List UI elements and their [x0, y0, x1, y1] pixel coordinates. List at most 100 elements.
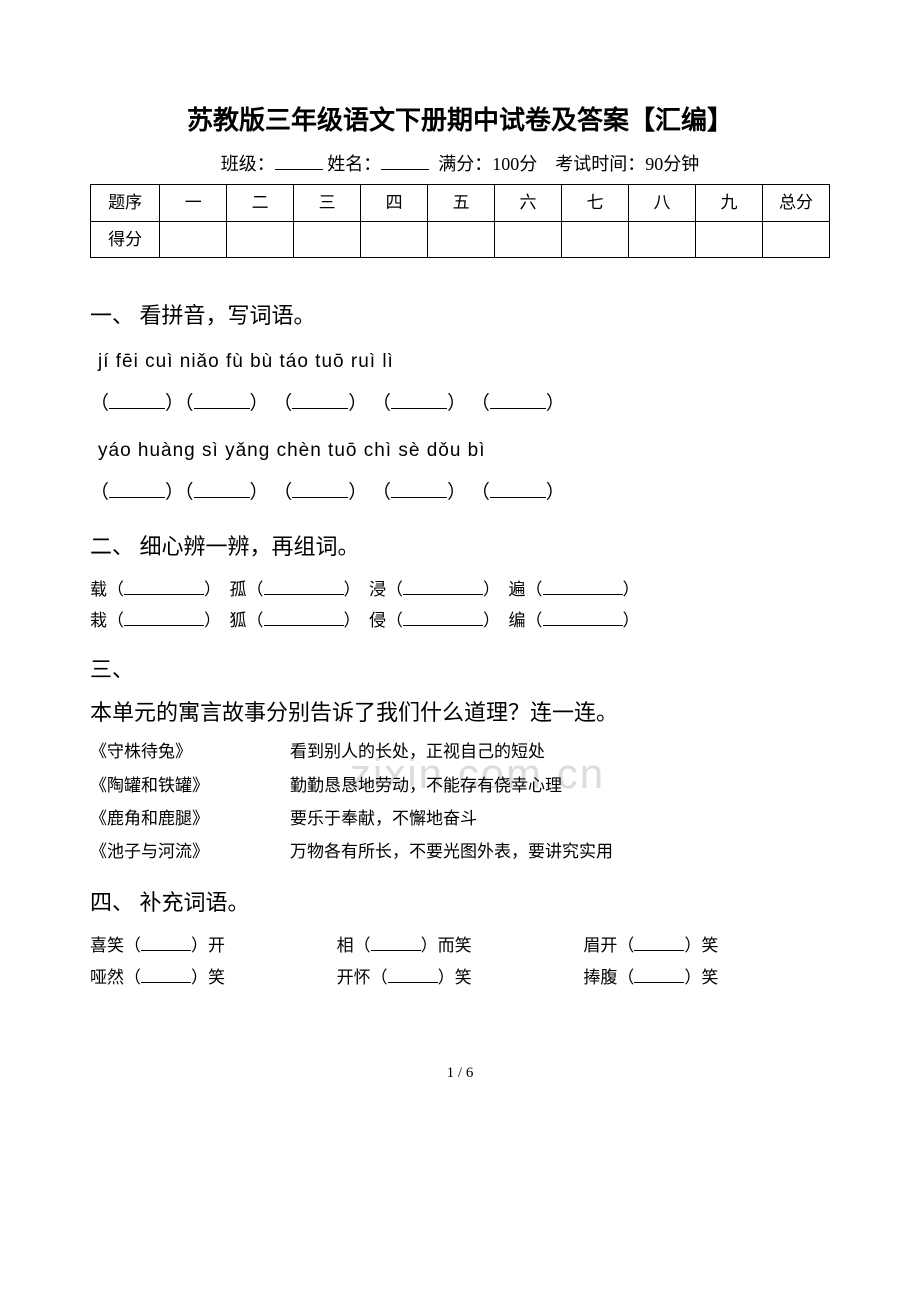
answer-blank[interactable] — [371, 935, 421, 951]
s4-pre: 眉开（ — [583, 936, 634, 955]
s4-pre: 捧腹（ — [583, 968, 634, 987]
answer-blank[interactable] — [124, 610, 204, 626]
s2-char: 编（ — [509, 611, 543, 630]
table-cell[interactable] — [695, 221, 762, 257]
match-left: 《池子与河流》 — [90, 838, 290, 865]
answer-blank[interactable] — [403, 579, 483, 595]
exam-info-line: 班级： 姓名： 满分：100分 考试时间：90分钟 — [90, 150, 830, 179]
s4-post: ）开 — [191, 936, 225, 955]
table-cell[interactable] — [361, 221, 428, 257]
time-label: 考试时间：90分钟 — [555, 154, 699, 174]
s2-row-2: 栽（） 狐（） 侵（） 编（） — [90, 607, 830, 634]
answer-blank[interactable] — [292, 391, 348, 409]
table-cell: 三 — [294, 185, 361, 221]
s2-row-1: 载（） 孤（） 浸（） 遍（） — [90, 576, 830, 603]
table-cell[interactable] — [762, 221, 829, 257]
answer-blank[interactable] — [391, 480, 447, 498]
answer-blank[interactable] — [634, 935, 684, 951]
table-cell[interactable] — [495, 221, 562, 257]
s2-char: 浸（ — [369, 580, 403, 599]
pinyin-row-2: yáo huàng sì yǎng chèn tuō chì sè dǒu bì — [98, 436, 830, 466]
s4-pre: 喜笑（ — [90, 936, 141, 955]
match-left: 《鹿角和鹿腿》 — [90, 805, 290, 832]
full-score-label: 满分：100分 — [438, 154, 537, 174]
match-right: 看到别人的长处，正视自己的短处 — [290, 738, 830, 765]
s2-char: 栽（ — [90, 611, 124, 630]
s2-char: 载（ — [90, 580, 124, 599]
table-cell: 六 — [495, 185, 562, 221]
answer-row-2: （）（） （） （） （） — [90, 478, 830, 508]
page-title: 苏教版三年级语文下册期中试卷及答案【汇编】 — [90, 100, 830, 142]
answer-blank[interactable] — [264, 610, 344, 626]
match-row: 《守株待兔》 看到别人的长处，正视自己的短处 — [90, 738, 830, 765]
answer-blank[interactable] — [490, 480, 546, 498]
answer-row-1: （）（） （） （） （） — [90, 389, 830, 419]
match-left: 《守株待兔》 — [90, 738, 290, 765]
s4-row-1: 喜笑（ ）开 相（ ）而笑 眉开（ ）笑 — [90, 932, 830, 959]
table-cell: 总分 — [762, 185, 829, 221]
table-cell: 七 — [562, 185, 629, 221]
name-label: 姓名： — [327, 154, 381, 174]
s4-post: ）笑 — [438, 968, 472, 987]
s2-char: 孤（ — [230, 580, 264, 599]
s4-pre: 哑然（ — [90, 968, 141, 987]
table-row: 得分 — [91, 221, 830, 257]
s4-post: ）笑 — [684, 968, 718, 987]
answer-blank[interactable] — [194, 391, 250, 409]
score-table: 题序 一 二 三 四 五 六 七 八 九 总分 得分 — [90, 184, 830, 257]
answer-blank[interactable] — [264, 579, 344, 595]
section-2-heading: 二、 细心辨一辨，再组词。 — [90, 529, 830, 564]
pinyin-row-1: jí fēi cuì niǎo fù bù táo tuō ruì lì — [98, 347, 830, 377]
answer-blank[interactable] — [543, 579, 623, 595]
s4-post: ）而笑 — [421, 936, 472, 955]
table-cell: 得分 — [91, 221, 160, 257]
s4-row-2: 哑然（ ）笑 开怀（ ）笑 捧腹（ ）笑 — [90, 964, 830, 991]
match-row: 《池子与河流》 万物各有所长，不要光图外表，要讲究实用 — [90, 838, 830, 865]
class-label: 班级： — [221, 154, 275, 174]
s4-post: ）笑 — [684, 936, 718, 955]
s4-pre: 相（ — [337, 936, 371, 955]
table-cell: 题序 — [91, 185, 160, 221]
match-row: 《陶罐和铁罐》 勤勤恳恳地劳动，不能存有侥幸心理 — [90, 772, 830, 799]
section-4-heading: 四、 补充词语。 — [90, 885, 830, 920]
answer-blank[interactable] — [403, 610, 483, 626]
table-row: 题序 一 二 三 四 五 六 七 八 九 总分 — [91, 185, 830, 221]
table-cell[interactable] — [294, 221, 361, 257]
table-cell[interactable] — [227, 221, 294, 257]
answer-blank[interactable] — [391, 391, 447, 409]
answer-blank[interactable] — [124, 579, 204, 595]
match-left: 《陶罐和铁罐》 — [90, 772, 290, 799]
table-cell[interactable] — [562, 221, 629, 257]
table-cell: 四 — [361, 185, 428, 221]
table-cell[interactable] — [428, 221, 495, 257]
answer-blank[interactable] — [543, 610, 623, 626]
match-right: 要乐于奉献，不懈地奋斗 — [290, 805, 830, 832]
table-cell: 一 — [160, 185, 227, 221]
answer-blank[interactable] — [292, 480, 348, 498]
answer-blank[interactable] — [194, 480, 250, 498]
table-cell: 九 — [695, 185, 762, 221]
table-cell: 五 — [428, 185, 495, 221]
answer-blank[interactable] — [141, 967, 191, 983]
s2-char: 遍（ — [509, 580, 543, 599]
table-cell[interactable] — [628, 221, 695, 257]
page-footer: 1 / 6 — [90, 1061, 830, 1085]
answer-blank[interactable] — [490, 391, 546, 409]
section-1-heading: 一、 看拼音，写词语。 — [90, 298, 830, 333]
answer-blank[interactable] — [109, 391, 165, 409]
match-row: 《鹿角和鹿腿》 要乐于奉献，不懈地奋斗 — [90, 805, 830, 832]
answer-blank[interactable] — [634, 967, 684, 983]
section-3-heading: 三、 — [90, 652, 830, 687]
answer-blank[interactable] — [388, 967, 438, 983]
s4-pre: 开怀（ — [337, 968, 388, 987]
answer-blank[interactable] — [109, 480, 165, 498]
section-3-subheading: 本单元的寓言故事分别告诉了我们什么道理？连一连。 — [90, 695, 830, 730]
answer-blank[interactable] — [141, 935, 191, 951]
table-cell: 八 — [628, 185, 695, 221]
s4-post: ）笑 — [191, 968, 225, 987]
match-right: 勤勤恳恳地劳动，不能存有侥幸心理 — [290, 772, 830, 799]
table-cell: 二 — [227, 185, 294, 221]
table-cell[interactable] — [160, 221, 227, 257]
name-blank[interactable] — [381, 150, 429, 170]
class-blank[interactable] — [275, 150, 323, 170]
